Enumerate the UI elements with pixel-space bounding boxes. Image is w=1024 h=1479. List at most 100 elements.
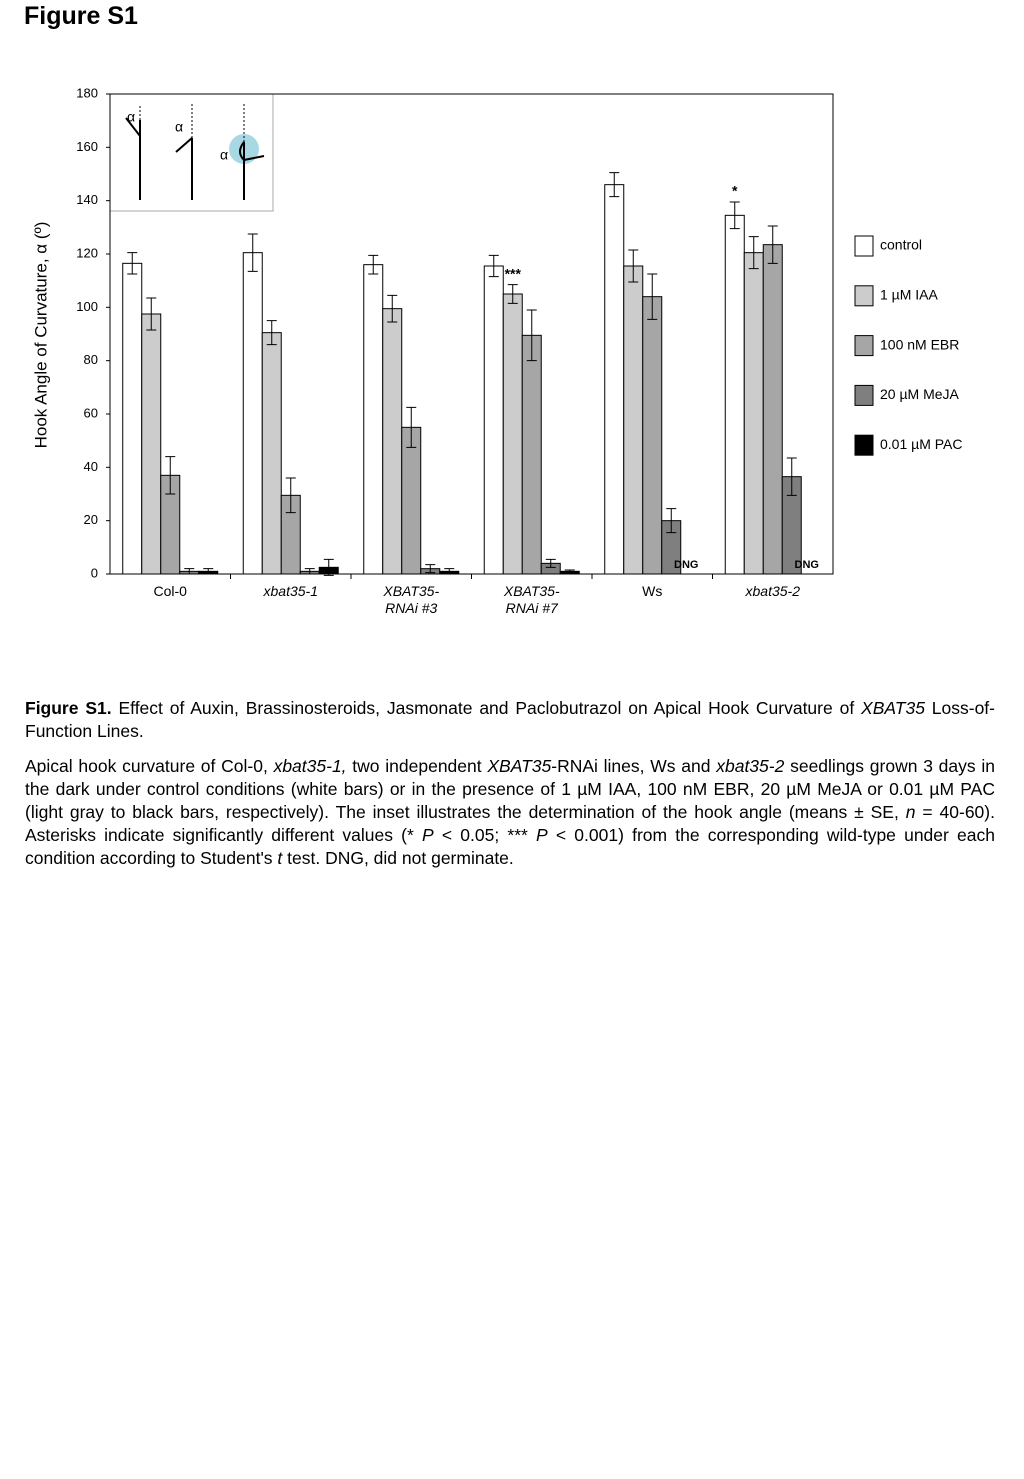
caption-text: xbat35-2 [716,756,785,776]
error-bar [767,225,778,264]
legend-swatch [854,434,874,456]
caption-text: t [277,848,283,868]
error-bar [488,254,499,278]
caption-text: test. DNG, did not germinate. [282,848,514,868]
caption-text: < 0.05; *** [433,825,536,845]
error-bar [444,568,455,575]
caption-text: two independent [346,756,488,776]
error-bar [425,564,436,574]
error-bar [545,558,556,568]
error-bar [285,477,296,514]
bar [743,252,764,575]
bar [141,313,162,575]
legend-swatch [854,384,874,406]
value-label: DNG [795,559,819,571]
legend-swatch [854,235,874,257]
y-tick-label: 160 [76,139,98,154]
error-bar [127,252,138,275]
bar [604,184,625,575]
caption-text: P [422,825,434,845]
caption-text: Figure S1. [25,698,112,718]
legend-label: control [880,237,922,253]
caption-paragraph: Apical hook curvature of Col-0, xbat35-1… [25,755,995,870]
legend-swatch [854,335,874,357]
error-bar [526,309,537,362]
value-label: DNG [674,559,698,571]
legend-label: 1 µM IAA [880,287,939,303]
caption-text: Apical hook curvature of Col-0, [25,756,274,776]
significance-marker: *** [505,265,522,281]
bar [122,262,143,575]
inset-hook [125,117,141,137]
error-bar [564,569,575,574]
bar [642,296,663,575]
caption-text: = 40-60). Asterisks indicate significant… [25,802,995,845]
bar [502,293,523,575]
error-bar [609,172,620,198]
error-bar [247,233,258,272]
error-bar [729,201,740,230]
y-axis-label: Hook Angle of Curvature, α (º) [31,222,50,449]
y-tick-label: 60 [84,405,98,420]
inset-label: α [127,109,135,125]
error-bar [666,508,677,534]
y-tick-label: 180 [76,85,98,100]
caption-text: Loss-of-Function Lines. [25,698,996,741]
significance-marker: * [732,183,738,199]
bar [724,214,745,575]
bar [261,332,282,575]
caption-text: P [536,825,548,845]
error-bar [387,294,398,323]
y-tick-label: 20 [84,512,98,527]
legend-label: 20 µM MeJA [880,386,960,402]
inset-hook [175,137,193,153]
y-tick-label: 100 [76,299,98,314]
bar [401,426,422,575]
caption-text: n [905,802,916,822]
inset-label: α [220,147,228,163]
caption-text: < 0.001) from the corresponding wild-typ… [25,825,995,868]
bar [483,265,504,575]
error-bar [203,568,214,575]
y-tick-label: 80 [84,352,98,367]
error-bar [323,558,334,576]
error-bar [368,254,379,275]
inset-label: α [175,119,183,135]
caption-text: Effect of Auxin, Brassinosteroids, Jasmo… [111,698,862,718]
error-bar [406,406,417,448]
chart: α α α Hook Angle of Curvature, α (º) 0 20… [31,85,962,580]
x-tick-label: Ws [642,583,663,599]
bar [242,252,263,575]
legend-swatch [854,285,874,307]
caption-text: xbat35-1, [273,756,347,776]
bar [382,308,403,575]
x-tick-label: XBAT35- RNAi #3 [383,583,440,616]
inset-hook [239,141,265,162]
y-tick-label: 40 [84,459,98,474]
page-title: Figure S1 [24,2,138,30]
y-tick-label: 120 [76,245,98,260]
figure: α α α Hook Angle of Curvature, α (º) 0 20… [0,60,1024,660]
x-tick-label: xbat35-1 [263,583,318,599]
caption-text: XBAT35 [861,698,925,718]
caption-text: XBAT35 [487,756,552,776]
error-bar [304,568,315,575]
error-bar [146,297,157,331]
caption: Figure S1. Effect of Auxin, Brassinoster… [25,697,995,882]
error-bar [628,249,639,283]
bar [363,264,384,575]
error-bar [647,273,658,320]
x-tick-label: Col-0 [153,583,187,599]
legend-label: 100 nM EBR [880,336,959,352]
y-tick-label: 0 [91,565,98,580]
bar [623,265,644,575]
x-tick-label: xbat35-2 [745,583,800,599]
inset [109,93,274,212]
error-bar [184,568,195,575]
bar [762,244,783,575]
error-bar [786,457,797,496]
error-bar [165,456,176,495]
y-tick-label: 140 [76,192,98,207]
caption-text: seedlings grown 3 days in the dark under… [25,756,996,822]
